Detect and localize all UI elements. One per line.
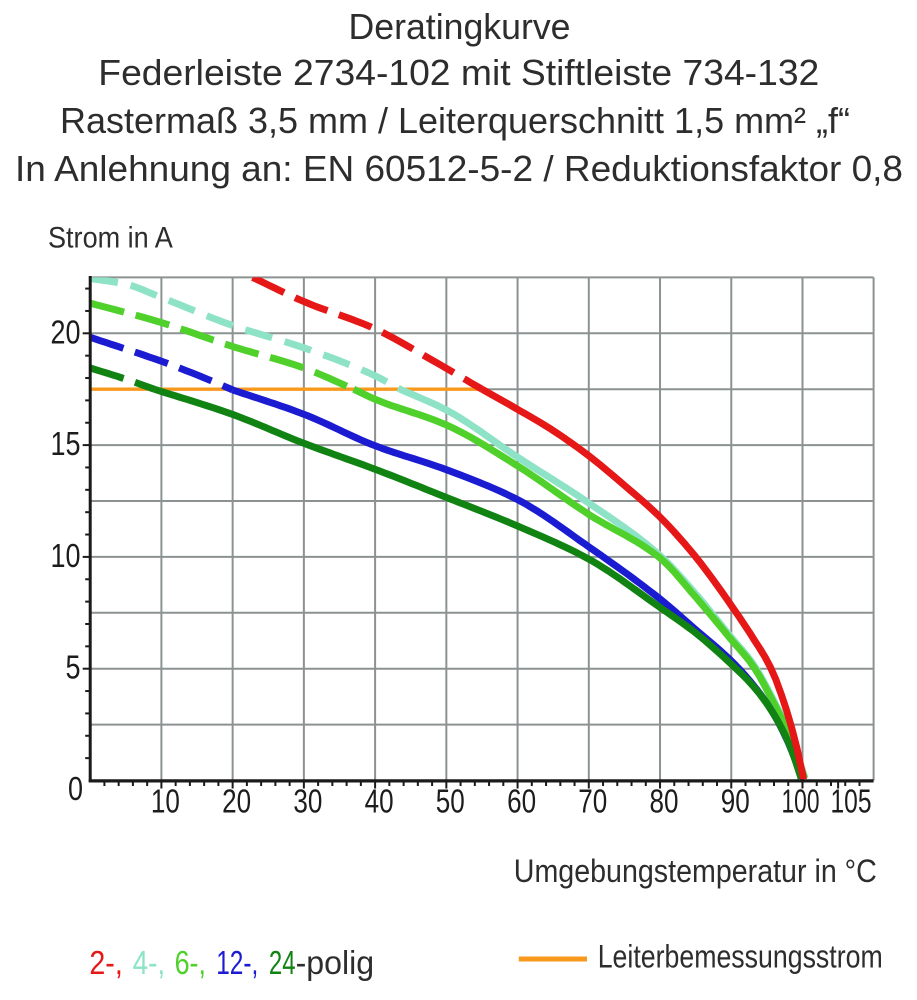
svg-text:Rastermaß 3,5 mm / Leiterquers: Rastermaß 3,5 mm / Leiterquerschnitt 1,5… (60, 100, 850, 141)
svg-text:90: 90 (721, 783, 750, 820)
svg-text:Federleiste 2734-102 mit Stift: Federleiste 2734-102 mit Stiftleiste 734… (98, 52, 819, 93)
svg-text:2-,: 2-, (89, 944, 122, 981)
svg-text:In Anlehnung an: EN 60512-5-2: In Anlehnung an: EN 60512-5-2 / Reduktio… (15, 148, 903, 189)
svg-text:6-,: 6-, (175, 944, 206, 981)
svg-text:-polig: -polig (296, 944, 375, 981)
svg-text:Strom in A: Strom in A (48, 221, 173, 254)
svg-text:Umgebungstemperatur in °C: Umgebungstemperatur in °C (514, 853, 877, 889)
svg-text:10: 10 (151, 783, 180, 820)
svg-text:15: 15 (51, 425, 81, 462)
svg-text:24: 24 (269, 944, 296, 981)
svg-text:4-,: 4-, (133, 944, 166, 981)
svg-text:Deratingkurve: Deratingkurve (349, 6, 571, 47)
svg-text:20: 20 (51, 313, 81, 350)
svg-text:80: 80 (650, 783, 679, 820)
svg-text:70: 70 (578, 783, 607, 820)
svg-text:100: 100 (782, 783, 820, 820)
svg-text:50: 50 (436, 783, 465, 820)
svg-text:Leiterbemessungsstrom: Leiterbemessungsstrom (598, 939, 883, 975)
svg-text:20: 20 (222, 783, 251, 820)
svg-text:105: 105 (831, 783, 872, 820)
svg-text:12-,: 12-, (216, 944, 258, 981)
svg-text:0: 0 (68, 770, 83, 807)
svg-text:10: 10 (51, 537, 81, 574)
svg-text:60: 60 (507, 783, 536, 820)
svg-text:30: 30 (293, 783, 322, 820)
svg-text:40: 40 (365, 783, 394, 820)
svg-text:5: 5 (66, 649, 81, 686)
